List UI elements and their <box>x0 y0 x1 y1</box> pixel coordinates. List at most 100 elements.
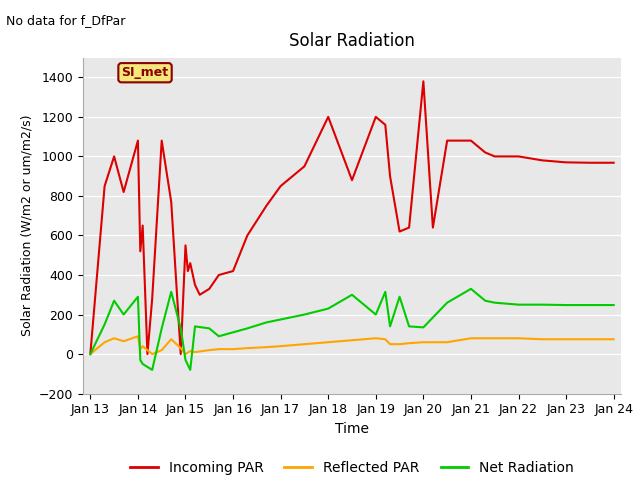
Net Radiation <box>262 320 270 325</box>
Reflected PAR <box>205 347 213 353</box>
Net Radiation <box>134 294 141 300</box>
Incoming PAR <box>196 292 204 298</box>
Text: SI_met: SI_met <box>122 66 168 79</box>
Net Radiation <box>610 302 618 308</box>
Reflected PAR <box>586 336 594 342</box>
Legend: Incoming PAR, Reflected PAR, Net Radiation: Incoming PAR, Reflected PAR, Net Radiati… <box>124 456 580 480</box>
Reflected PAR <box>420 339 428 345</box>
Incoming PAR <box>186 260 194 266</box>
Net Radiation <box>405 324 413 329</box>
Incoming PAR <box>429 225 436 230</box>
Net Radiation <box>139 361 147 367</box>
Reflected PAR <box>301 341 308 347</box>
Reflected PAR <box>491 336 499 341</box>
Incoming PAR <box>143 351 151 357</box>
Reflected PAR <box>229 346 237 352</box>
Reflected PAR <box>186 348 194 354</box>
Reflected PAR <box>610 336 618 342</box>
Text: No data for f_DfPar: No data for f_DfPar <box>6 14 126 27</box>
Incoming PAR <box>396 228 403 234</box>
Reflected PAR <box>467 336 475 341</box>
Net Radiation <box>229 329 237 335</box>
Y-axis label: Solar Radiation (W/m2 or um/m2/s): Solar Radiation (W/m2 or um/m2/s) <box>20 115 33 336</box>
Incoming PAR <box>100 183 108 189</box>
Net Radiation <box>481 298 489 303</box>
Net Radiation <box>205 325 213 331</box>
Net Radiation <box>276 317 284 323</box>
Net Radiation <box>186 367 194 373</box>
Net Radiation <box>563 302 570 308</box>
Incoming PAR <box>110 154 118 159</box>
Incoming PAR <box>538 157 546 163</box>
Reflected PAR <box>168 336 175 342</box>
Incoming PAR <box>136 249 144 254</box>
Reflected PAR <box>276 343 284 349</box>
Net Radiation <box>444 300 451 306</box>
Incoming PAR <box>610 160 618 166</box>
Net Radiation <box>136 357 144 363</box>
Reflected PAR <box>262 344 270 350</box>
Net Radiation <box>324 306 332 312</box>
Line: Incoming PAR: Incoming PAR <box>90 81 614 354</box>
Incoming PAR <box>586 160 594 166</box>
Reflected PAR <box>134 334 141 339</box>
Incoming PAR <box>301 163 308 169</box>
Net Radiation <box>372 312 380 317</box>
Incoming PAR <box>348 177 356 183</box>
Reflected PAR <box>243 345 251 351</box>
Net Radiation <box>100 322 108 327</box>
Incoming PAR <box>481 150 489 156</box>
Incoming PAR <box>182 242 189 248</box>
Incoming PAR <box>191 282 199 288</box>
Title: Solar Radiation: Solar Radiation <box>289 33 415 50</box>
Reflected PAR <box>148 351 156 357</box>
Reflected PAR <box>100 339 108 345</box>
Reflected PAR <box>348 337 356 343</box>
Net Radiation <box>420 324 428 330</box>
Net Radiation <box>182 357 189 363</box>
Net Radiation <box>177 325 184 331</box>
Reflected PAR <box>515 336 522 341</box>
Reflected PAR <box>139 343 147 349</box>
Incoming PAR <box>276 183 284 189</box>
Incoming PAR <box>139 223 147 228</box>
Incoming PAR <box>148 296 156 301</box>
Net Radiation <box>538 302 546 308</box>
Reflected PAR <box>372 336 380 341</box>
Reflected PAR <box>158 347 166 353</box>
Line: Reflected PAR: Reflected PAR <box>90 336 614 354</box>
Reflected PAR <box>381 336 389 342</box>
Incoming PAR <box>158 138 166 144</box>
Incoming PAR <box>563 159 570 165</box>
Incoming PAR <box>381 122 389 128</box>
Net Radiation <box>381 289 389 295</box>
Incoming PAR <box>120 189 127 195</box>
Net Radiation <box>215 334 223 339</box>
Net Radiation <box>191 324 199 329</box>
Reflected PAR <box>563 336 570 342</box>
Reflected PAR <box>396 341 403 347</box>
Net Radiation <box>348 292 356 298</box>
Reflected PAR <box>110 336 118 341</box>
Incoming PAR <box>229 268 237 274</box>
Incoming PAR <box>420 78 428 84</box>
Incoming PAR <box>262 203 270 209</box>
Incoming PAR <box>324 114 332 120</box>
Reflected PAR <box>177 345 184 351</box>
Reflected PAR <box>386 341 394 347</box>
Reflected PAR <box>215 346 223 352</box>
Incoming PAR <box>205 286 213 292</box>
Reflected PAR <box>120 338 127 344</box>
Reflected PAR <box>324 339 332 345</box>
Incoming PAR <box>215 272 223 278</box>
Net Radiation <box>148 367 156 373</box>
Net Radiation <box>586 302 594 308</box>
Incoming PAR <box>168 199 175 205</box>
X-axis label: Time: Time <box>335 422 369 436</box>
Net Radiation <box>120 312 127 317</box>
Incoming PAR <box>184 268 192 274</box>
Reflected PAR <box>538 336 546 342</box>
Net Radiation <box>396 294 403 300</box>
Net Radiation <box>467 286 475 292</box>
Incoming PAR <box>86 351 94 357</box>
